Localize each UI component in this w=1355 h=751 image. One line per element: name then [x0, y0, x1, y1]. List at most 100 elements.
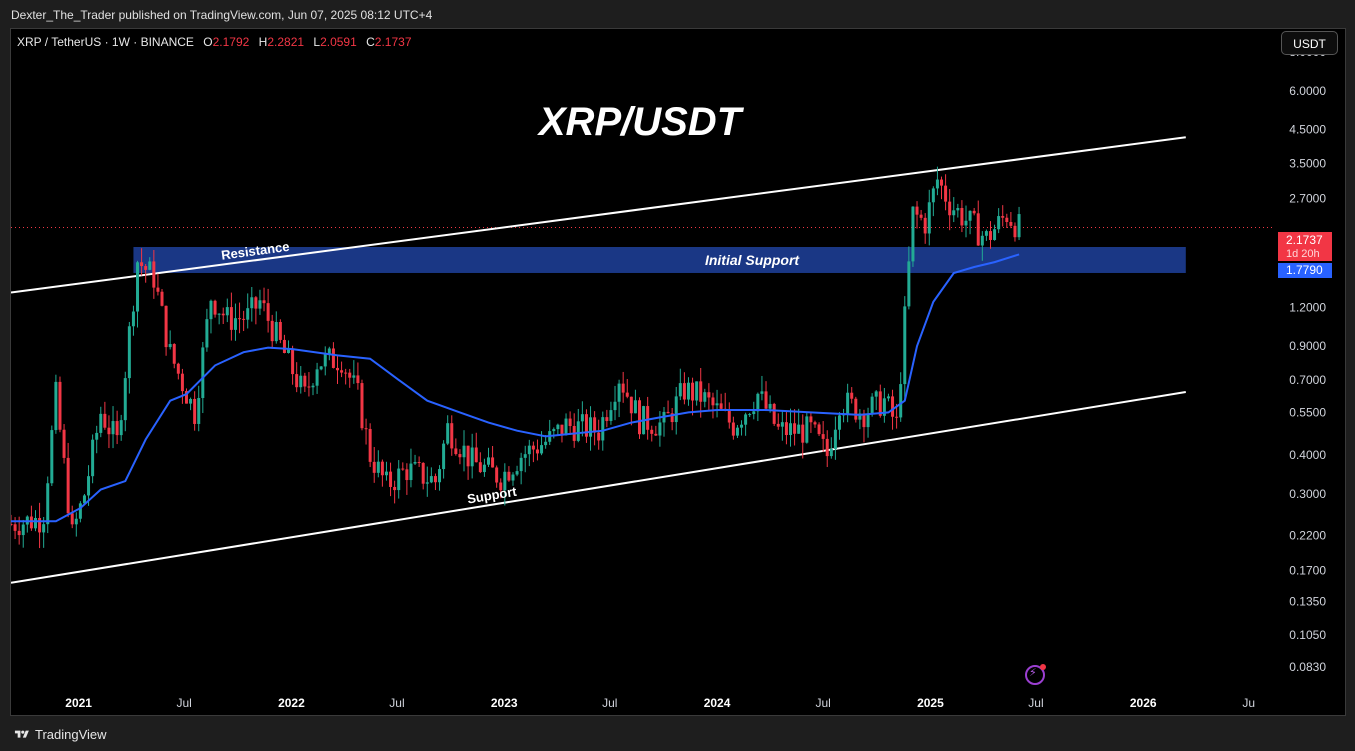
candle-body: [376, 461, 380, 473]
candle-body: [238, 318, 242, 320]
candle-body: [891, 396, 895, 417]
candle-body: [605, 417, 609, 421]
candle-body: [997, 216, 1001, 230]
candle-body: [691, 382, 695, 401]
candle-body: [1013, 225, 1017, 238]
x-tick-label: Jul: [1028, 696, 1043, 710]
candle-body: [58, 381, 62, 430]
candle-body: [870, 396, 874, 415]
candle-body: [674, 396, 678, 423]
candle-body: [760, 391, 764, 394]
candle-body: [242, 318, 246, 320]
support-zone-label: Initial Support: [705, 252, 800, 268]
candle-body: [789, 423, 793, 436]
candle-body: [740, 424, 744, 428]
y-tick-label: 0.9000: [1289, 339, 1326, 353]
candle-body: [66, 457, 70, 514]
candle-body: [287, 348, 291, 353]
close-label: C: [366, 35, 375, 49]
candle-body: [817, 424, 821, 435]
candle-body: [633, 400, 637, 414]
resistance-line: [11, 136, 1186, 294]
candle-body: [344, 372, 348, 374]
candle-body: [87, 476, 91, 496]
candle-body: [968, 210, 972, 221]
open-value: 2.1792: [212, 35, 250, 49]
x-tick-label: 2024: [704, 696, 731, 710]
candle-body: [735, 427, 739, 436]
support-zone: [133, 246, 1186, 273]
candle-body: [503, 471, 507, 491]
candle-body: [364, 428, 368, 430]
candle-body: [491, 457, 495, 468]
candle-body: [193, 398, 197, 424]
candle-body: [303, 375, 307, 387]
candle-body: [176, 363, 180, 374]
chart-frame[interactable]: [10, 28, 1346, 716]
candle-body: [233, 318, 237, 330]
y-tick-label: 0.1700: [1289, 563, 1326, 577]
x-tick-label: 2026: [1130, 696, 1157, 710]
candle-body: [438, 469, 442, 483]
y-tick-label: 0.2200: [1289, 529, 1326, 543]
candle-body: [401, 468, 405, 470]
candle-body: [809, 416, 813, 423]
candle-body: [127, 326, 131, 379]
candle-body: [478, 462, 482, 473]
lightning-icon[interactable]: [1025, 664, 1046, 685]
candle-body: [380, 461, 384, 476]
ma-value-tag: 1.7790: [1278, 263, 1332, 278]
candle-body: [29, 516, 33, 529]
candle-body: [699, 381, 703, 402]
candle-body: [413, 461, 417, 464]
candle-body: [519, 457, 523, 472]
currency-button[interactable]: USDT: [1281, 31, 1338, 55]
x-tick-label: 2023: [491, 696, 518, 710]
candle-body: [262, 300, 266, 304]
candle-body: [813, 422, 817, 425]
footer-bar: TradingView: [0, 718, 1355, 751]
candle-body: [42, 524, 46, 533]
open-label: O: [203, 35, 213, 49]
candle-body: [768, 403, 772, 409]
candle-body: [319, 366, 323, 370]
candle-body: [797, 424, 801, 434]
candle-body: [372, 461, 376, 473]
y-tick-label: 3.5000: [1289, 156, 1326, 170]
candle-body: [33, 518, 37, 529]
candle-body: [678, 383, 682, 397]
candle-body: [446, 423, 450, 444]
candle-body: [384, 471, 388, 476]
candle-body: [727, 409, 731, 423]
candle-body: [229, 307, 233, 330]
last-price-value: 2.1737: [1286, 233, 1323, 247]
candle-body: [429, 476, 433, 483]
candle-body: [221, 313, 225, 316]
candle-body: [923, 217, 927, 234]
candle-body: [638, 400, 642, 435]
candle-body: [862, 413, 866, 428]
candle-body: [282, 339, 286, 353]
candle-body: [91, 439, 95, 477]
tradingview-logo[interactable]: TradingView: [14, 727, 107, 742]
candle-body: [209, 300, 213, 320]
candle-body: [944, 185, 948, 202]
symbol-legend: XRP / TetherUS · 1W · BINANCE O2.1792 H2…: [17, 35, 412, 49]
candle-body: [984, 231, 988, 236]
symbol-name[interactable]: XRP / TetherUS · 1W · BINANCE: [17, 35, 194, 49]
candle-body: [609, 410, 613, 421]
candle-body: [597, 432, 601, 441]
publisher-bar: Dexter_The_Trader published on TradingVi…: [0, 0, 1355, 28]
candle-body: [433, 476, 437, 483]
candle-body: [327, 348, 331, 354]
high-label: H: [258, 35, 268, 49]
candle-body: [466, 445, 470, 467]
candle-body: [425, 482, 429, 484]
candle-body: [70, 513, 74, 525]
candle-body: [837, 415, 841, 430]
candle-body: [131, 311, 135, 327]
candle-body: [523, 454, 527, 458]
tradingview-brand: TradingView: [35, 727, 107, 742]
candle-body: [613, 401, 617, 411]
